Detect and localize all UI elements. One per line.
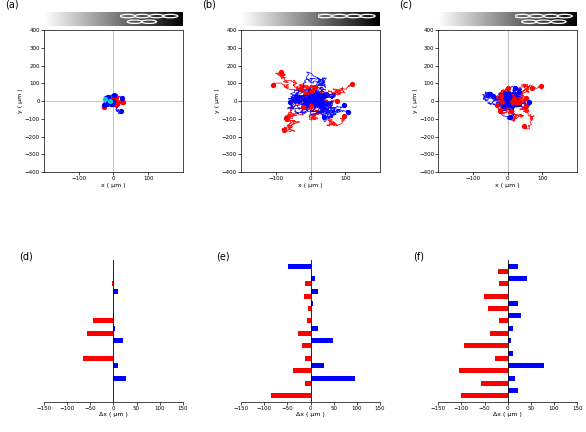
Y-axis label: y ( μm ): y ( μm ): [18, 89, 23, 114]
X-axis label: x ( μm ): x ( μm ): [298, 183, 323, 187]
Bar: [302, 343, 311, 348]
Text: (f): (f): [413, 251, 424, 261]
Bar: [499, 281, 508, 286]
Bar: [499, 318, 508, 324]
Bar: [83, 356, 113, 361]
Bar: [308, 306, 311, 311]
Bar: [488, 306, 508, 311]
Bar: [311, 289, 318, 293]
Bar: [481, 381, 508, 386]
Bar: [113, 314, 114, 318]
Bar: [508, 338, 510, 343]
Bar: [508, 314, 521, 318]
Bar: [508, 376, 515, 381]
Bar: [93, 318, 113, 324]
Bar: [112, 281, 113, 286]
Bar: [508, 351, 513, 356]
Bar: [462, 393, 508, 398]
Text: (a): (a): [5, 0, 19, 9]
Bar: [459, 368, 508, 373]
Bar: [490, 331, 508, 336]
Bar: [311, 276, 315, 281]
Bar: [311, 301, 314, 306]
Bar: [311, 376, 355, 381]
Bar: [113, 338, 122, 343]
Bar: [305, 281, 311, 286]
Y-axis label: y ( μm ): y ( μm ): [216, 89, 220, 114]
Text: (c): (c): [400, 0, 413, 9]
Bar: [508, 363, 544, 368]
Bar: [305, 356, 311, 361]
Bar: [464, 343, 508, 348]
Bar: [508, 326, 513, 331]
Bar: [113, 289, 118, 293]
Bar: [495, 356, 508, 361]
Bar: [305, 381, 311, 386]
Bar: [508, 301, 518, 306]
Bar: [483, 293, 508, 299]
X-axis label: x ( μm ): x ( μm ): [101, 183, 126, 187]
Bar: [311, 363, 325, 368]
Text: (b): (b): [202, 0, 216, 9]
X-axis label: Δx ( μm ): Δx ( μm ): [493, 412, 522, 417]
Y-axis label: y ( μm ): y ( μm ): [413, 89, 418, 114]
Text: (d): (d): [19, 251, 33, 261]
X-axis label: x ( μm ): x ( μm ): [495, 183, 520, 187]
Bar: [113, 363, 118, 368]
Bar: [307, 318, 311, 324]
Bar: [311, 326, 318, 331]
Bar: [87, 331, 113, 336]
Bar: [293, 368, 311, 373]
Bar: [311, 338, 333, 343]
Bar: [508, 388, 518, 393]
Bar: [271, 393, 311, 398]
Bar: [508, 276, 527, 281]
Bar: [304, 293, 311, 299]
Bar: [113, 326, 115, 331]
Bar: [288, 264, 311, 269]
Bar: [498, 269, 508, 273]
Bar: [113, 376, 127, 381]
X-axis label: Δx ( μm ): Δx ( μm ): [99, 412, 128, 417]
Text: (e): (e): [216, 251, 230, 261]
Bar: [298, 331, 311, 336]
X-axis label: Δx ( μm ): Δx ( μm ): [296, 412, 325, 417]
Bar: [508, 264, 518, 269]
